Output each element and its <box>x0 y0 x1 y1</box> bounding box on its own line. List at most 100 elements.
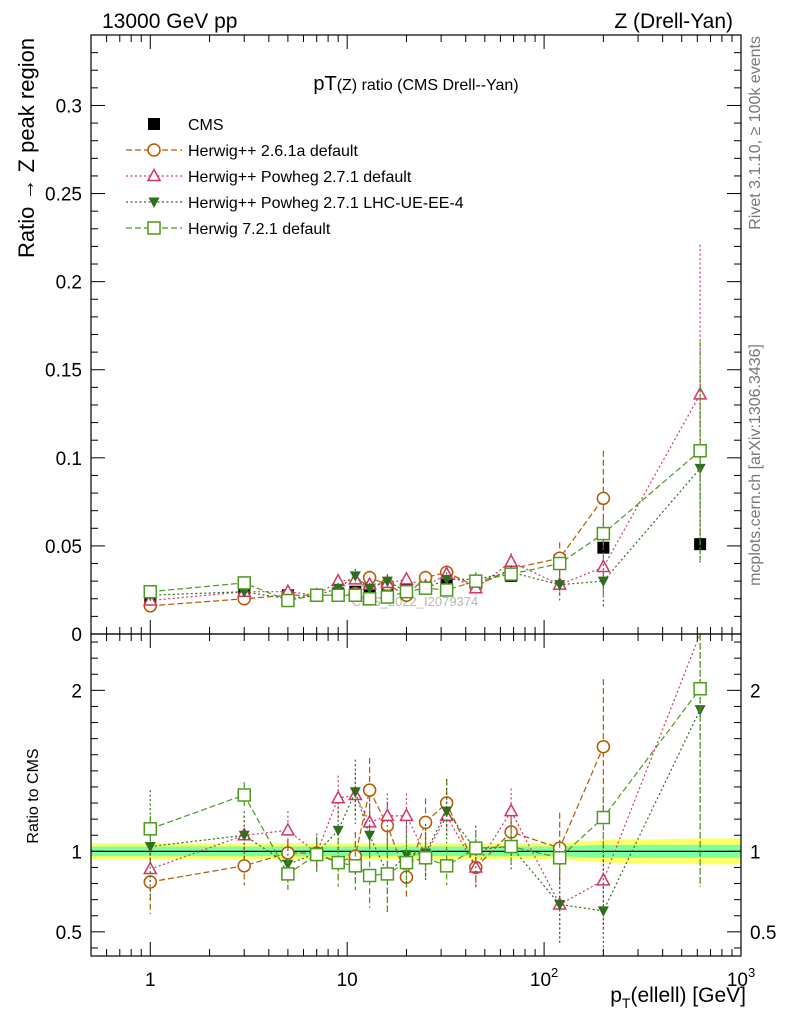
bottom-point <box>552 851 567 865</box>
top-series-line <box>150 450 701 602</box>
bottom-y-tick-label-right: 1 <box>750 842 761 863</box>
bottom-point <box>237 788 251 802</box>
bottom-y-tick-label-right: 0.5 <box>750 923 776 944</box>
bottom-y-tick-label: 0.5 <box>56 923 82 944</box>
top-y-tick-label: 0.1 <box>56 449 82 470</box>
top-series-1 <box>143 450 611 613</box>
top-point <box>554 580 566 591</box>
top-point <box>597 576 609 588</box>
bottom-series-1 <box>143 633 701 940</box>
bottom-point <box>504 839 518 854</box>
bottom-series-line <box>150 709 701 912</box>
bottom-point <box>364 830 376 842</box>
legend-label: Herwig 7.2.1 default <box>188 221 331 238</box>
rivet-label: Rivet 3.1.10, ≥ 100k events <box>747 36 764 230</box>
bottom-point <box>399 855 414 870</box>
top-y-tick-label: 0.05 <box>45 537 82 558</box>
top-point <box>552 556 567 571</box>
legend-label: Herwig++ Powheg 2.7.1 default <box>188 169 412 186</box>
bottom-point <box>380 807 395 822</box>
bottom-point <box>282 859 294 871</box>
bottom-point <box>362 868 377 883</box>
top-point <box>238 587 250 598</box>
bottom-point <box>348 859 363 873</box>
top-point <box>441 574 453 586</box>
bottom-series-line <box>150 688 701 877</box>
title-sub: (Z) ratio (CMS Drell--Yan) <box>337 77 519 94</box>
bottom-point <box>331 855 345 870</box>
bottom-point <box>144 842 156 853</box>
top-ylabel: Ratio → Z peak region <box>14 38 39 258</box>
header-right: Z (Drell-Yan) <box>614 10 733 33</box>
bottom-y-tick-label-right: 2 <box>750 681 761 702</box>
xlabel-sub: T <box>622 995 631 1011</box>
top-title: pT(Z) ratio (CMS Drell--Yan) <box>313 73 518 95</box>
top-point <box>399 584 414 599</box>
top-y-tick-label: 0.25 <box>45 185 82 206</box>
top-point <box>439 583 454 597</box>
bottom-point <box>693 681 707 696</box>
bottom-series-2 <box>144 634 706 956</box>
bottom-point <box>554 899 566 911</box>
top-point <box>309 588 324 602</box>
xlabel-rest: (ellell) [GeV] <box>630 984 746 1007</box>
top-point <box>349 571 361 582</box>
top-point <box>237 576 251 590</box>
legend-entry-1: Herwig++ 2.6.1a default <box>126 143 358 160</box>
top-point <box>596 491 611 506</box>
x-tick-label: 10 <box>337 970 358 991</box>
bottom-point <box>237 859 251 873</box>
bottom-point <box>596 810 611 825</box>
top-point <box>469 574 483 588</box>
bottom-series-line <box>150 746 604 883</box>
bottom-point <box>330 790 346 804</box>
bottom-point <box>418 815 433 830</box>
bottom-point <box>280 822 296 836</box>
bottom-point <box>400 850 412 861</box>
top-point <box>331 588 345 602</box>
top-point <box>362 592 377 606</box>
bottom-point <box>380 867 395 881</box>
legend-marker <box>147 143 161 157</box>
top-series-line <box>150 497 604 607</box>
top-y-tick-label: 0.2 <box>56 273 82 294</box>
legend-entry-3: Herwig++ Powheg 2.7.1 LHC-UE-EE-4 <box>126 195 464 212</box>
top-point <box>143 584 158 599</box>
top-point <box>503 553 519 568</box>
xlabel-main: p <box>610 984 622 1007</box>
top-y-tick-label: 0.3 <box>56 96 82 117</box>
bottom-ylabel: Ratio to CMS <box>25 748 42 843</box>
top-point <box>596 558 611 573</box>
bottom-point <box>418 851 433 865</box>
bottom-panel-frame <box>90 633 742 957</box>
top-series-2 <box>143 244 708 606</box>
top-point <box>364 583 376 595</box>
top-y-tick-label: 0.15 <box>45 361 82 382</box>
bottom-point <box>349 787 361 798</box>
x-tick-label: 103 <box>727 965 755 991</box>
bottom-series-0 <box>143 679 611 915</box>
legend-entry-0: CMS <box>148 117 224 134</box>
bottom-point <box>332 825 344 837</box>
bottom-y-tick-label: 2 <box>71 681 82 702</box>
top-point <box>381 576 393 588</box>
legend-marker <box>148 197 160 208</box>
x-tick-label: 102 <box>530 965 558 991</box>
bottom-point <box>281 867 295 881</box>
top-series-4 <box>143 341 707 608</box>
legend-marker <box>146 167 162 182</box>
top-series-line <box>150 394 701 602</box>
legend-label: CMS <box>188 117 224 134</box>
title-main: pT <box>313 73 336 95</box>
bottom-point <box>309 847 324 862</box>
legend-label: Herwig++ Powheg 2.7.1 LHC-UE-EE-4 <box>188 195 464 212</box>
bottom-point <box>439 859 454 873</box>
top-point <box>693 444 707 458</box>
xlabel: pT(ellell) [GeV] <box>610 984 746 1011</box>
bottom-point <box>503 803 519 817</box>
legend-marker <box>147 221 161 235</box>
bottom-point <box>143 822 158 836</box>
top-point <box>596 526 611 541</box>
bottom-y-tick-label: 1 <box>71 842 82 863</box>
